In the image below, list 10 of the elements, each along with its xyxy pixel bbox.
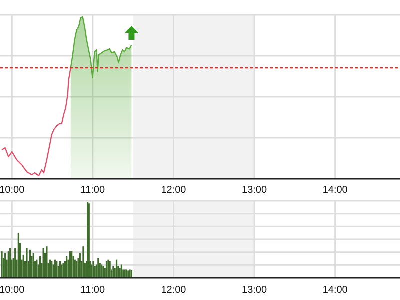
x-tick-label: 10:00 <box>0 185 26 196</box>
x-tick-label: 12:00 <box>161 285 187 296</box>
x-tick-label: 14:00 <box>322 285 348 296</box>
x-tick-label: 11:00 <box>80 185 106 196</box>
x-tick-label: 13:00 <box>242 185 268 196</box>
x-tick-label: 13:00 <box>242 285 268 296</box>
x-tick-label: 10:00 <box>0 285 26 296</box>
x-tick-label: 12:00 <box>161 185 187 196</box>
x-tick-label: 14:00 <box>322 185 348 196</box>
x-tick-label: 11:00 <box>80 285 106 296</box>
